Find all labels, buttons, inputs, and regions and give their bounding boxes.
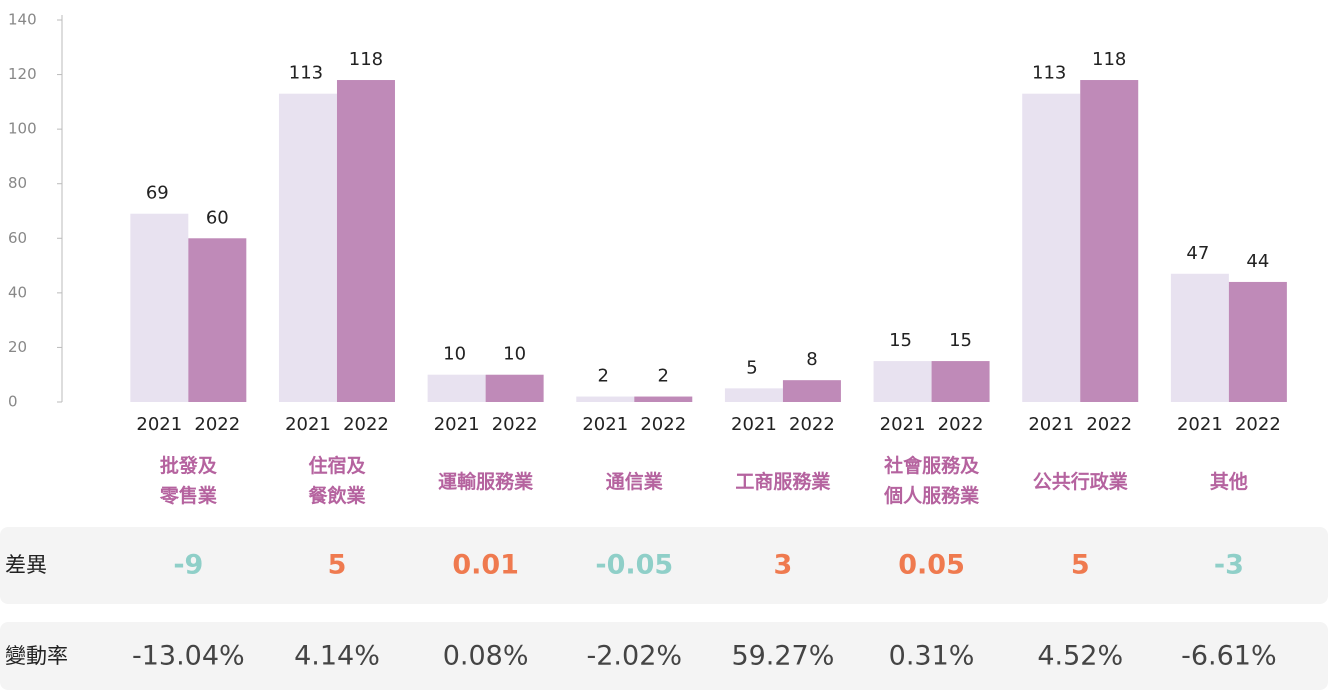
bar: [336, 80, 395, 403]
category-line: 公共行政業: [1033, 470, 1129, 493]
series-label: 2021: [582, 414, 628, 435]
value-label: 5: [746, 357, 757, 378]
bar: [1080, 80, 1139, 403]
category-line: 通信業: [606, 470, 664, 493]
series-label: 2021: [731, 414, 777, 435]
category-line: 住宿及: [308, 454, 366, 477]
bar: [1170, 273, 1229, 402]
table-cell: -13.04%: [132, 641, 245, 672]
value-label: 2: [598, 366, 609, 387]
series-label: 2022: [492, 414, 538, 435]
series-label: 2022: [1235, 414, 1281, 435]
series-label: 2022: [1086, 414, 1132, 435]
row-background: [0, 622, 1328, 690]
y-tick-label: 120: [8, 65, 37, 83]
table-cell: 5: [328, 550, 347, 581]
category-line: 餐飲業: [308, 484, 366, 507]
value-label: 8: [806, 349, 817, 370]
bar: [576, 396, 635, 402]
category-line: 個人服務業: [883, 484, 980, 507]
series-label: 2021: [434, 414, 480, 435]
value-label: 113: [1032, 63, 1066, 84]
value-label: 118: [349, 49, 383, 70]
table-cell: -6.61%: [1181, 641, 1277, 672]
series-label: 2021: [880, 414, 926, 435]
bar: [724, 388, 783, 402]
y-tick-label: 20: [8, 338, 27, 356]
bar: [427, 374, 486, 402]
bar: [931, 361, 990, 402]
series-label: 2021: [136, 414, 182, 435]
table-cell: 0.01: [452, 550, 519, 581]
value-label: 2: [658, 366, 669, 387]
value-label: 15: [949, 330, 972, 351]
category-label: 運輸服務業: [438, 470, 534, 493]
table-cell: 3: [774, 550, 793, 581]
value-label: 47: [1186, 243, 1209, 264]
table-cell: 5: [1071, 550, 1090, 581]
y-tick-label: 100: [8, 120, 37, 138]
table-cell: 0.05: [898, 550, 965, 581]
category-line: 運輸服務業: [438, 470, 534, 493]
bar: [782, 380, 841, 402]
bar: [634, 396, 693, 402]
table-cell: -3: [1214, 550, 1244, 581]
series-label: 2021: [285, 414, 331, 435]
table-cell: -0.05: [595, 550, 673, 581]
row-label: 變動率: [5, 644, 68, 668]
bar: [1022, 93, 1081, 403]
table-cell: -9: [173, 550, 203, 581]
category-label: 社會服務及個人服務業: [883, 454, 980, 507]
table-cell: 0.08%: [443, 641, 529, 672]
category-label: 住宿及餐飲業: [308, 454, 366, 507]
table-cell: -2.02%: [587, 641, 683, 672]
series-label: 2022: [343, 414, 389, 435]
value-label: 69: [146, 183, 169, 204]
value-label: 15: [889, 330, 912, 351]
category-line: 零售業: [159, 484, 218, 507]
y-tick-label: 80: [8, 174, 27, 192]
category-label: 批發及零售業: [159, 454, 218, 507]
category-label: 其他: [1210, 470, 1248, 493]
series-label: 2022: [640, 414, 686, 435]
value-label: 113: [289, 63, 323, 84]
category-label: 公共行政業: [1033, 470, 1129, 493]
category-label: 工商服務業: [735, 470, 831, 493]
category-line: 工商服務業: [735, 470, 831, 493]
series-label: 2021: [1177, 414, 1223, 435]
series-label: 2022: [789, 414, 835, 435]
bar: [130, 213, 189, 402]
bar: [278, 93, 337, 403]
bar: [188, 238, 247, 402]
y-tick-label: 40: [8, 283, 27, 301]
value-label: 10: [443, 344, 466, 365]
table-cell: 4.52%: [1037, 641, 1123, 672]
category-line: 批發及: [160, 454, 218, 477]
value-label: 44: [1246, 251, 1269, 272]
value-label: 118: [1092, 49, 1126, 70]
table-cell: 4.14%: [294, 641, 380, 672]
bar: [1228, 281, 1287, 402]
row-label: 差異: [5, 553, 47, 577]
series-label: 2022: [938, 414, 984, 435]
y-tick-label: 60: [8, 229, 27, 247]
y-tick-label: 0: [8, 393, 18, 411]
table-cell: 0.31%: [889, 641, 975, 672]
value-label: 10: [503, 344, 526, 365]
series-label: 2021: [1028, 414, 1074, 435]
bar: [873, 361, 932, 402]
category-line: 其他: [1210, 470, 1248, 493]
category-label: 通信業: [606, 470, 664, 493]
bar: [485, 374, 544, 402]
series-label: 2022: [194, 414, 240, 435]
value-label: 60: [206, 207, 229, 228]
category-line: 社會服務及: [883, 454, 980, 477]
y-tick-label: 140: [8, 11, 37, 29]
table-cell: 59.27%: [731, 641, 834, 672]
row-background: [0, 527, 1328, 604]
